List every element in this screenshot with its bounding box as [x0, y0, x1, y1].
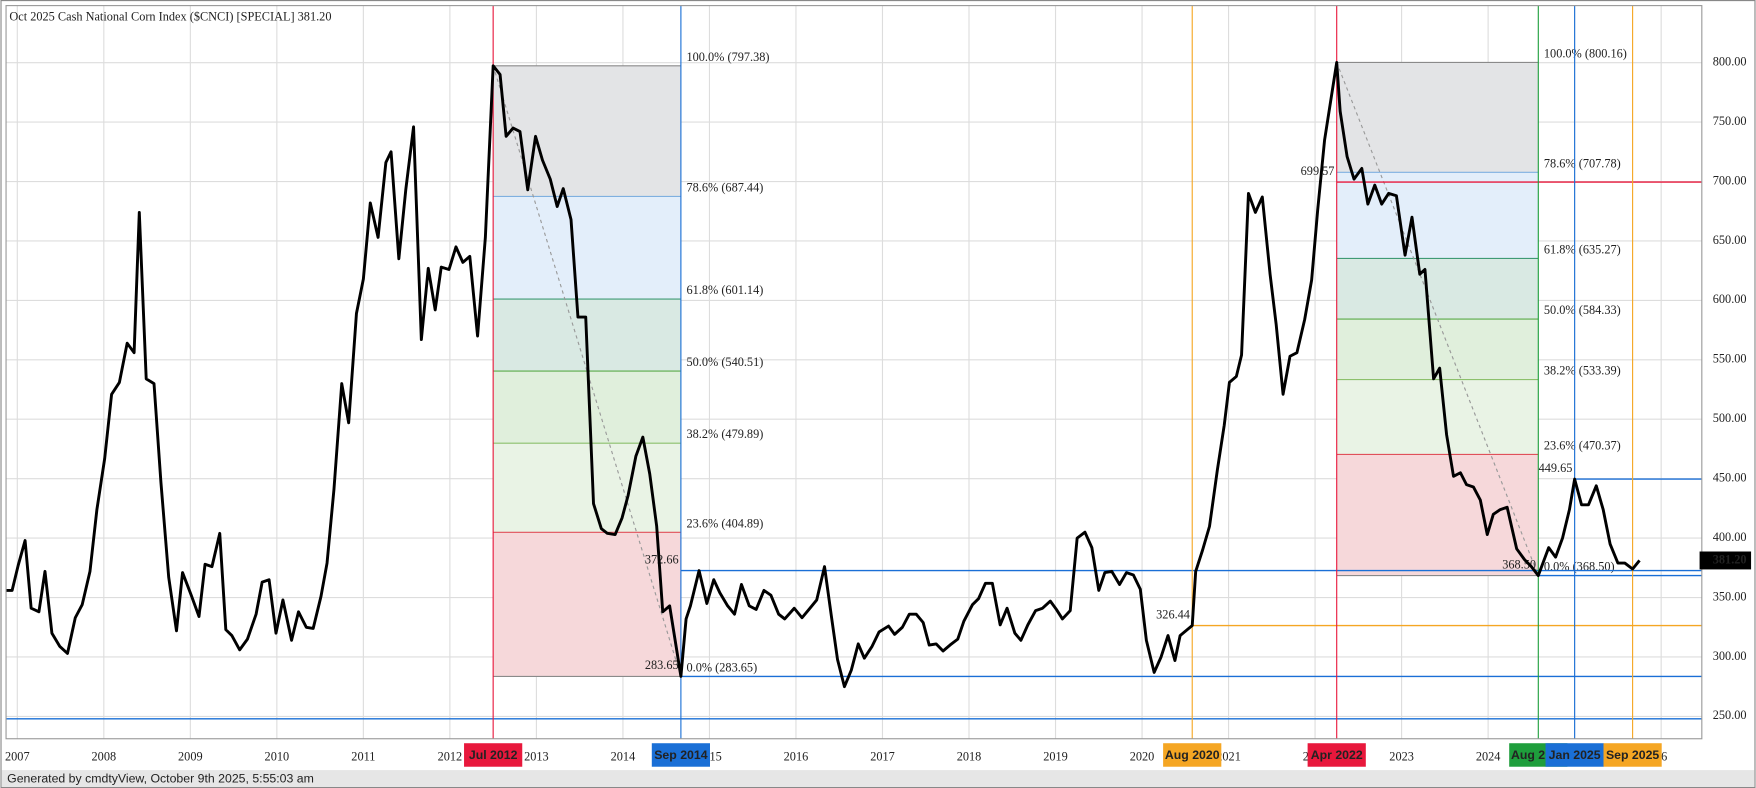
x-tick-label: 2008 — [92, 750, 117, 764]
x-tick-label: 2016 — [784, 750, 809, 764]
x-tick-label: 2021 — [1216, 750, 1241, 764]
event-label: Aug 2020 — [1165, 748, 1220, 762]
fib-label: 78.6% (707.78) — [1544, 156, 1621, 170]
fib-label: 38.2% (479.89) — [686, 427, 763, 441]
fib-label: 61.8% (635.27) — [1544, 242, 1621, 256]
plot-frame — [5, 5, 1703, 740]
fib-label: 0.0% (368.50) — [1544, 560, 1615, 574]
fib-zone — [493, 532, 681, 677]
fib-label: 100.0% (797.38) — [686, 50, 769, 64]
fib-zone — [1336, 258, 1539, 320]
y-tick-label: 250.00 — [1713, 708, 1747, 722]
y-tick-label: 700.00 — [1713, 173, 1747, 187]
fib-label: 61.8% (601.14) — [686, 283, 763, 297]
event-box — [1307, 743, 1366, 767]
fib-zone — [1336, 62, 1539, 173]
x-tick-label: 2018 — [957, 750, 982, 764]
y-tick-label: 800.00 — [1713, 54, 1747, 68]
x-tick-label: 2017 — [870, 750, 895, 764]
chart-title: Oct 2025 Cash National Corn Index ($CNCI… — [9, 10, 331, 24]
footer-bar — [1, 770, 1755, 787]
x-tick-label: 2010 — [265, 750, 290, 764]
x-tick-label: 2013 — [524, 750, 549, 764]
fib-label: 23.6% (404.89) — [686, 516, 763, 530]
event-label: Jan 2025 — [1549, 748, 1601, 762]
last-price-label: 381.20 — [1713, 552, 1747, 566]
x-tick-label: 2020 — [1130, 750, 1155, 764]
fib-label: 0.0% (283.65) — [686, 660, 757, 674]
event-label: Jul 2012 — [469, 748, 518, 762]
price-line — [6, 61, 1641, 689]
fib-zone — [493, 371, 681, 444]
y-tick-label: 300.00 — [1713, 649, 1747, 663]
x-tick-label: 2024 — [1476, 750, 1501, 764]
x-tick-label: 2019 — [1043, 750, 1068, 764]
fib-trend — [492, 65, 682, 677]
footer: Generated by cmdtyView, October 9th 2025… — [7, 771, 314, 785]
event-box — [464, 743, 523, 767]
x-tick-label: 2023 — [1389, 750, 1414, 764]
event-label: Sep 2025 — [1606, 748, 1659, 762]
event-label: Apr 2022 — [1311, 748, 1363, 762]
y-tick-label: 600.00 — [1713, 292, 1747, 306]
last-price-box — [1699, 551, 1752, 570]
x-tick-label: 2011 — [351, 750, 375, 764]
fib-trend — [1336, 62, 1539, 576]
y-tick-label: 650.00 — [1713, 233, 1747, 247]
fib-zone — [1336, 172, 1539, 259]
fib-zone — [1336, 454, 1539, 576]
event-box — [1603, 743, 1662, 767]
x-tick-label: 2012 — [438, 750, 463, 764]
fib-label: 50.0% (540.51) — [686, 355, 763, 369]
fib-zone — [1336, 379, 1539, 455]
y-tick-label: 750.00 — [1713, 114, 1747, 128]
fib-zone — [493, 196, 681, 300]
x-tick-label: 2009 — [178, 750, 203, 764]
y-tick-label: 400.00 — [1713, 530, 1747, 544]
fib-label: 78.6% (687.44) — [686, 180, 763, 194]
event-box — [1545, 743, 1604, 767]
line-label: 372.66 — [645, 552, 679, 566]
event-label: Sep 2014 — [654, 748, 707, 762]
fib-label: 23.6% (470.37) — [1544, 438, 1621, 452]
event-box — [651, 743, 710, 767]
fib-label: 38.2% (533.39) — [1544, 364, 1621, 378]
line-label: 699.57 — [1301, 164, 1335, 178]
y-tick-label: 450.00 — [1713, 471, 1747, 485]
fib-zone — [493, 443, 681, 533]
line-label: 326.44 — [1156, 607, 1190, 621]
line-label: 283.65 — [645, 658, 679, 672]
x-tick-label: 2007 — [5, 750, 30, 764]
event-box — [1163, 743, 1222, 767]
y-tick-label: 500.00 — [1713, 411, 1747, 425]
y-tick-label: 350.00 — [1713, 589, 1747, 603]
fib-label: 100.0% (800.16) — [1544, 46, 1627, 60]
x-tick-label: 2014 — [611, 750, 636, 764]
line-label: 449.65 — [1539, 461, 1573, 475]
fib-label: 50.0% (584.33) — [1544, 303, 1621, 317]
y-tick-label: 550.00 — [1713, 352, 1747, 366]
